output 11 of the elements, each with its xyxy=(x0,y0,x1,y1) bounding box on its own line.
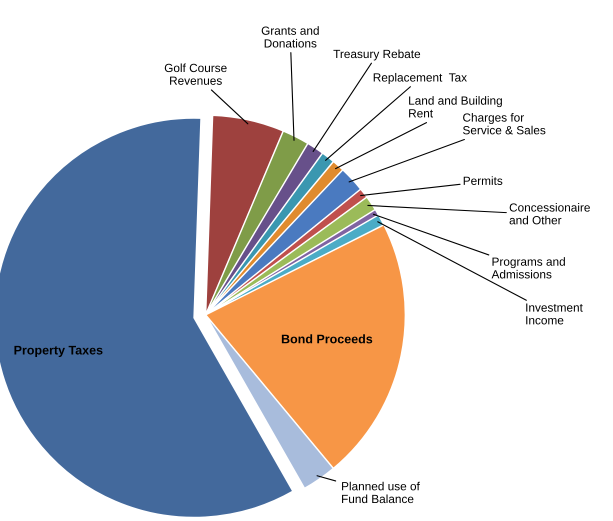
slice-label: Golf Course Revenues xyxy=(164,63,227,85)
slice-label: Programs and Admissions xyxy=(492,257,565,279)
slice-label: Concessionaire and Other xyxy=(510,203,590,224)
slice-label: Planned use of Fund Balance xyxy=(342,482,420,504)
slice-label: Replacement Tax xyxy=(374,72,467,84)
slice-label: Investment Income xyxy=(526,303,583,324)
slice-label: Property Taxes xyxy=(14,346,103,358)
slice-label: Treasury Rebate xyxy=(333,49,420,60)
slice-label: Grants and Donations xyxy=(262,26,319,48)
slice-label: Bond Proceeds xyxy=(282,334,372,344)
slice-label: Permits xyxy=(464,176,502,185)
